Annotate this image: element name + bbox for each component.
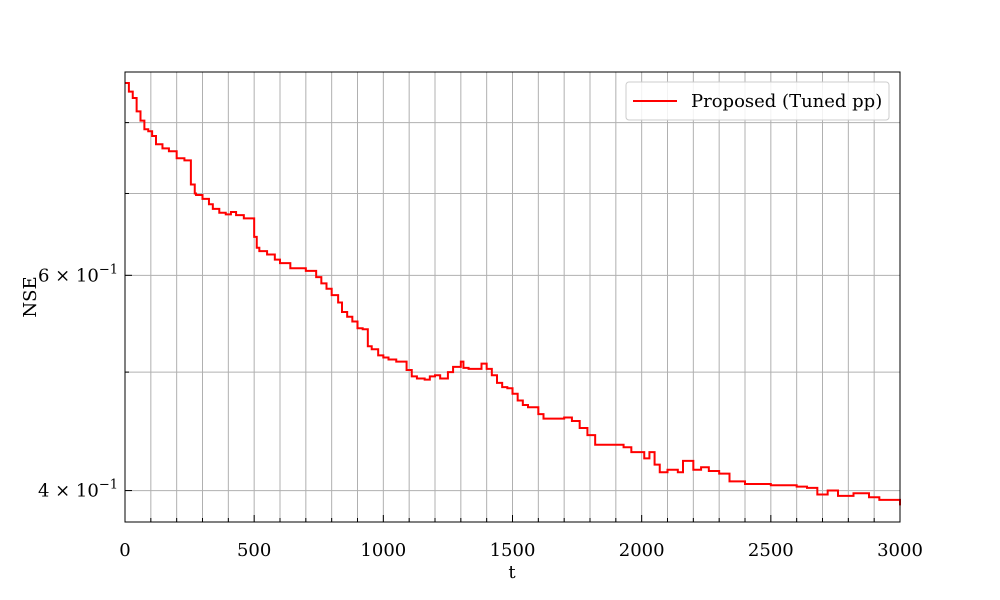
series-layer xyxy=(125,81,901,506)
x-axis-label: t xyxy=(508,562,516,583)
y-tick-label: 4 × 10−1 xyxy=(38,478,118,502)
grid xyxy=(125,72,900,522)
x-tick-label: 2500 xyxy=(748,540,794,561)
x-tick-label: 2000 xyxy=(619,540,665,561)
ticks xyxy=(124,122,901,522)
x-tick-label: 1500 xyxy=(490,540,536,561)
series-line xyxy=(125,81,901,506)
x-tick-label: 500 xyxy=(237,540,271,561)
x-tick-label: 1000 xyxy=(360,540,406,561)
legend-box xyxy=(625,81,890,121)
y-tick-label: 6 × 10−1 xyxy=(38,262,118,286)
y-axis-label: NSE xyxy=(20,276,41,317)
x-tick-label: 3000 xyxy=(877,540,923,561)
tick-labels: 0 500 1000 1500 2000 2500 3000 4 × 10−1 6 × 10−1 xyxy=(38,262,923,561)
x-tick-label: 0 xyxy=(119,540,130,561)
legend: Proposed (Tuned pp) xyxy=(625,81,890,121)
legend-entry-label: Proposed (Tuned pp) xyxy=(691,91,882,112)
